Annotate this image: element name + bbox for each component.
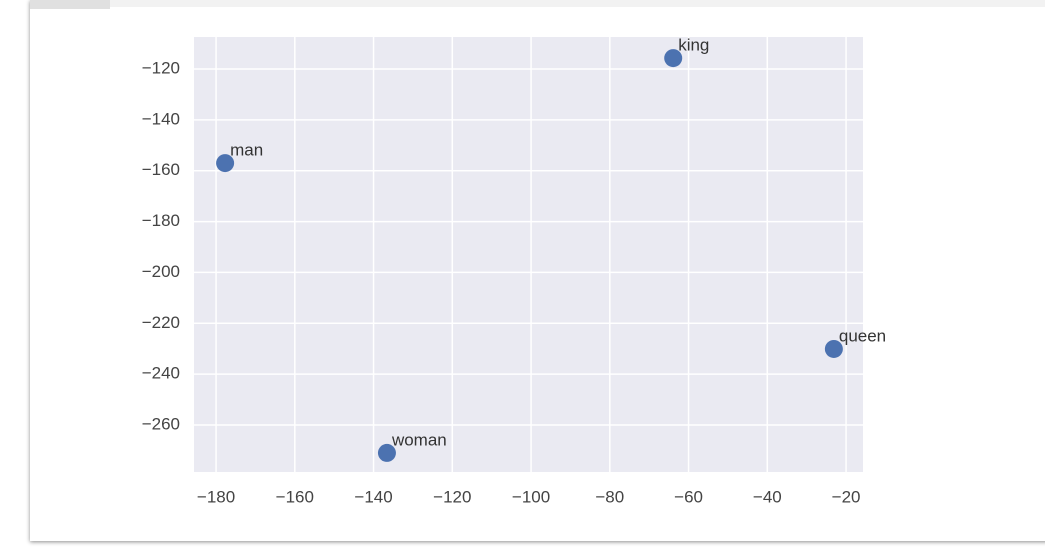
point xyxy=(377,443,396,462)
y-tick-label: −260 xyxy=(142,414,180,433)
x-tick-label: −80 xyxy=(595,487,624,506)
x-tick-label: −160 xyxy=(276,487,314,506)
x-tick-label: −20 xyxy=(832,487,861,506)
y-tick-label: −120 xyxy=(142,59,180,78)
y-tick-label: −180 xyxy=(142,211,180,230)
point-label: woman xyxy=(391,430,447,449)
point xyxy=(664,49,683,68)
point-label: man xyxy=(230,141,263,160)
y-tick-label: −140 xyxy=(142,109,180,128)
x-tick-label: −180 xyxy=(197,487,235,506)
cell-prompt xyxy=(30,0,110,9)
x-tick-label: −60 xyxy=(674,487,703,506)
x-tick-label: −120 xyxy=(433,487,471,506)
y-tick-label: −240 xyxy=(142,364,180,383)
plot-area xyxy=(194,37,863,472)
y-tick-label: −200 xyxy=(142,262,180,281)
y-tick-label: −160 xyxy=(142,160,180,179)
x-tick-label: −100 xyxy=(512,487,550,506)
x-tick-label: −40 xyxy=(753,487,782,506)
point xyxy=(824,339,843,358)
cell-toolbar xyxy=(110,0,1045,7)
point xyxy=(216,154,235,173)
x-tick-label: −140 xyxy=(354,487,392,506)
point-label: queen xyxy=(839,326,886,345)
point-label: king xyxy=(678,36,709,55)
y-tick-label: −220 xyxy=(142,313,180,332)
